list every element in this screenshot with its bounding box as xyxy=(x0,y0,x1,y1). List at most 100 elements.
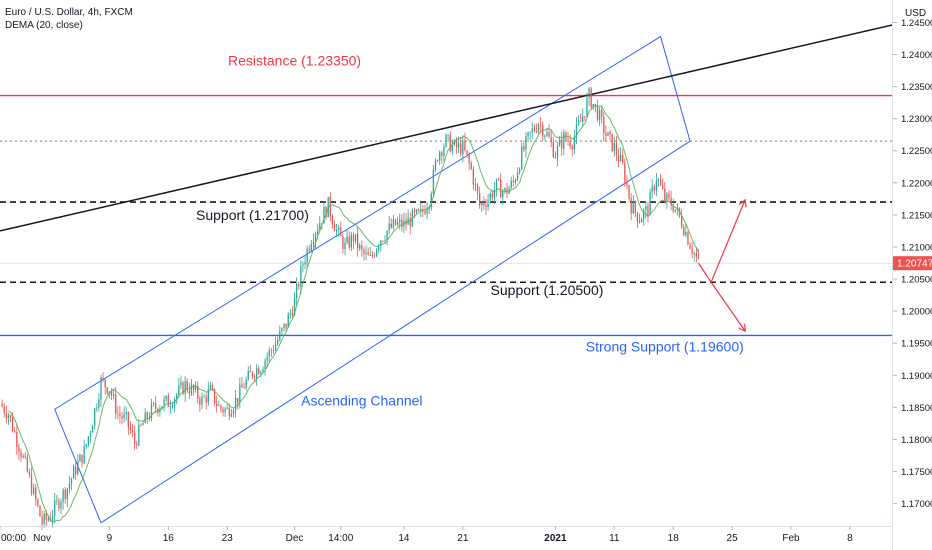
candle-body xyxy=(150,403,153,419)
candle-body xyxy=(182,382,184,395)
annotation-label[interactable]: Ascending Channel xyxy=(301,392,422,408)
candle-body xyxy=(622,154,624,163)
candle-body xyxy=(272,350,275,351)
candle-body xyxy=(506,188,508,194)
annotation-label[interactable]: Support (1.20500) xyxy=(491,282,604,298)
candle-body xyxy=(72,466,75,479)
candle-body xyxy=(468,154,470,164)
annotation-label[interactable]: Strong Support (1.19600) xyxy=(586,339,744,355)
candle-body xyxy=(491,193,493,198)
candle-body xyxy=(363,249,365,254)
candle-body xyxy=(369,254,371,256)
y-tick-label: 1.21500 xyxy=(901,210,932,221)
candle-body xyxy=(474,184,477,185)
candle-body xyxy=(340,227,342,237)
candle-body xyxy=(441,152,443,156)
dema-layer xyxy=(8,104,699,523)
candle-body xyxy=(495,178,498,190)
candle-body xyxy=(375,249,378,257)
candle-body xyxy=(359,245,361,249)
candle-body xyxy=(577,121,580,125)
candle-body xyxy=(453,140,456,145)
candle-body xyxy=(350,234,352,248)
candle-body xyxy=(643,210,645,220)
annotation-label[interactable]: Resistance (1.23350) xyxy=(228,52,361,68)
x-tick-label: 21 xyxy=(457,533,469,544)
candle-body xyxy=(256,368,258,378)
candle-body xyxy=(68,483,71,489)
time-axis[interactable]: 00:00 Nov 9 16 23 Dec 14:00 14 21 2021 11 18 25 Feb 8 xyxy=(0,526,853,544)
candle-body xyxy=(96,407,98,409)
candle-body xyxy=(523,146,525,150)
projection-arrow-down[interactable] xyxy=(710,281,745,330)
candle-body xyxy=(598,109,601,120)
candle-body xyxy=(270,349,273,351)
candle-body xyxy=(228,407,230,417)
candle-body xyxy=(666,193,668,201)
candle-body xyxy=(533,128,536,131)
candle-body xyxy=(194,385,197,390)
candle-body xyxy=(592,104,594,108)
indicator-label[interactable]: DEMA (20, close) xyxy=(5,20,83,31)
candle-body xyxy=(457,143,460,148)
candle-body xyxy=(323,207,325,224)
candle-body xyxy=(24,455,26,457)
candle-body xyxy=(619,154,622,162)
candle-body xyxy=(378,246,380,250)
annotation-label[interactable]: Support (1.21700) xyxy=(196,207,309,223)
ascending-channel[interactable] xyxy=(54,35,691,524)
candle-body xyxy=(649,192,651,216)
candle-body xyxy=(121,416,123,419)
candle-body xyxy=(222,408,224,413)
y-tick-label: 1.24500 xyxy=(901,18,932,29)
candle-body xyxy=(298,284,300,287)
symbol-title[interactable]: Euro / U.S. Dollar, 4h, FXCM xyxy=(5,7,133,18)
candle-body xyxy=(356,233,359,249)
candle-body xyxy=(152,403,155,405)
candle-body xyxy=(184,381,186,395)
candle-body xyxy=(434,160,437,170)
candle-body xyxy=(192,384,195,390)
candle-body xyxy=(30,474,33,494)
candle-body xyxy=(87,436,90,445)
candle-body xyxy=(668,193,670,198)
candle-body xyxy=(201,396,203,405)
candle-body xyxy=(283,323,285,329)
candle-body xyxy=(636,212,639,222)
candle-body xyxy=(28,471,31,475)
candle-body xyxy=(409,217,411,227)
price-axis[interactable]: USD 1.17000 1.17500 1.18000 1.18500 1.19000 1… xyxy=(893,8,932,510)
candle-body xyxy=(451,144,453,152)
x-tick-label: 8 xyxy=(847,533,853,544)
candle-body xyxy=(579,121,582,123)
candle-body xyxy=(45,513,47,520)
currency-label: USD xyxy=(905,8,926,19)
candle-body xyxy=(7,415,10,419)
candle-body xyxy=(247,370,249,380)
candle-body xyxy=(213,388,216,404)
candle-body xyxy=(344,242,346,250)
candle-body xyxy=(241,384,243,388)
candle-body xyxy=(47,518,50,520)
y-tick-label: 1.20000 xyxy=(901,307,932,318)
x-tick-label: 18 xyxy=(668,533,680,544)
candle-body xyxy=(104,379,106,388)
candle-body xyxy=(392,219,395,228)
candle-body xyxy=(645,205,647,211)
candle-body xyxy=(512,180,514,183)
candle-body xyxy=(20,452,22,458)
candle-body xyxy=(697,256,700,258)
candle-body xyxy=(209,385,212,390)
candle-body xyxy=(70,478,73,484)
candle-body xyxy=(310,244,313,251)
trendline[interactable] xyxy=(0,24,893,232)
candle-body xyxy=(291,312,294,316)
candle-body xyxy=(75,466,77,475)
candle-body xyxy=(163,399,165,407)
candle-body xyxy=(607,132,609,136)
candle-body xyxy=(115,394,117,414)
candle-body xyxy=(417,209,420,211)
y-tick-label: 1.22500 xyxy=(901,146,932,157)
